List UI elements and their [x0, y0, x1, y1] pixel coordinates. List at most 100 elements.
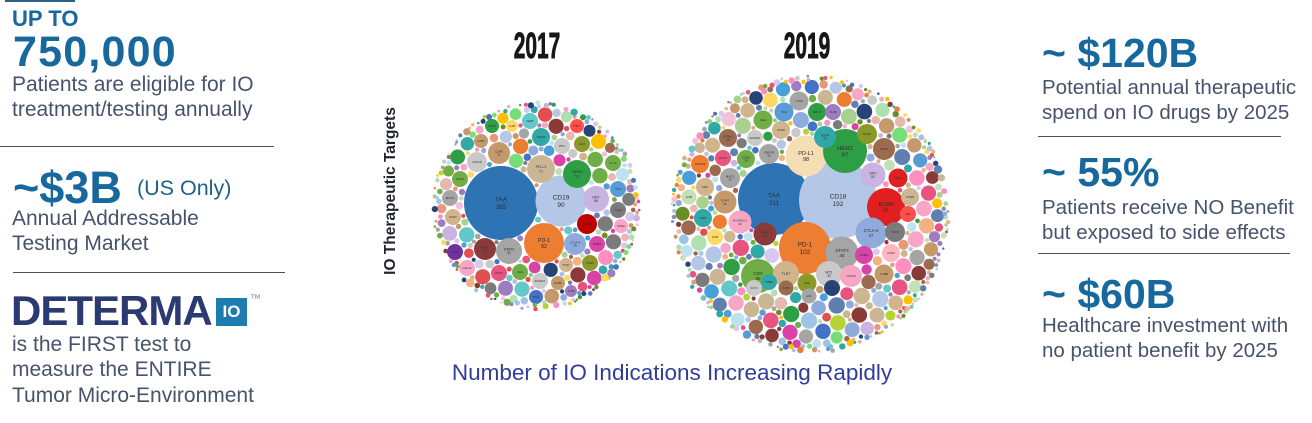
svg-text:IDO1: IDO1	[481, 245, 488, 249]
svg-text:CEA: CEA	[517, 270, 523, 274]
svg-text:CD38: CD38	[906, 195, 914, 199]
svg-text:CEA: CEA	[760, 118, 766, 122]
svg-text:GITR: GITR	[477, 139, 485, 143]
svg-text:CD19: CD19	[553, 195, 570, 202]
svg-text:265: 265	[496, 204, 507, 211]
svg-text:EGFR: EGFR	[821, 133, 830, 137]
svg-text:TLR: TLR	[781, 110, 788, 114]
svg-text:CD40: CD40	[495, 149, 503, 153]
svg-text:TERT: TERT	[526, 119, 534, 123]
svg-text:CD20: CD20	[456, 177, 464, 181]
svg-text:IFNAR1: IFNAR1	[750, 136, 761, 140]
svg-text:GBF1R: GBF1R	[764, 150, 775, 154]
svg-text:TLR9: TLR9	[567, 289, 575, 293]
svg-text:IDO1: IDO1	[761, 230, 769, 234]
svg-text:32: 32	[827, 274, 831, 278]
svg-text:TLR9: TLR9	[829, 110, 837, 114]
svg-text:PD-L1: PD-L1	[798, 151, 814, 157]
svg-text:TMB1: TMB1	[765, 280, 773, 284]
svg-text:IL-12: IL-12	[610, 161, 617, 165]
svg-text:WT1: WT1	[825, 270, 832, 274]
svg-text:CB2: CB2	[702, 185, 708, 189]
svg-text:NY-ESO-1: NY-ESO-1	[733, 218, 748, 222]
svg-text:HER2: HER2	[572, 170, 582, 174]
svg-text:IL2R: IL2R	[686, 195, 693, 199]
svg-text:31: 31	[497, 153, 501, 157]
svg-text:45: 45	[839, 253, 845, 258]
svg-text:BCMA: BCMA	[879, 202, 894, 208]
svg-text:CD3: CD3	[753, 271, 763, 276]
svg-text:MUC1: MUC1	[726, 174, 735, 178]
svg-text:34: 34	[728, 178, 732, 182]
svg-text:TAA: TAA	[495, 197, 508, 204]
svg-text:CD40: CD40	[863, 132, 871, 136]
svg-text:TMV: TMV	[829, 286, 835, 290]
svg-text:32: 32	[767, 154, 771, 158]
svg-text:CD47: CD47	[449, 215, 457, 219]
svg-text:71: 71	[539, 169, 543, 173]
svg-text:BCMA: BCMA	[583, 222, 592, 226]
svg-text:CTLA-4: CTLA-4	[570, 240, 581, 244]
svg-text:CD20: CD20	[742, 155, 750, 159]
svg-text:90: 90	[557, 202, 565, 209]
svg-text:CD18: CD18	[830, 194, 847, 201]
svg-text:211: 211	[769, 200, 780, 207]
svg-text:45: 45	[763, 234, 767, 238]
svg-text:TDO2: TDO2	[488, 124, 496, 128]
svg-text:192: 192	[833, 201, 844, 208]
svg-text:GITR: GITR	[782, 286, 790, 290]
svg-text:67: 67	[842, 152, 849, 158]
svg-text:CSF1R: CSF1R	[472, 160, 483, 164]
svg-text:86: 86	[594, 199, 598, 203]
svg-text:GPC3: GPC3	[813, 110, 822, 114]
svg-text:PSMA: PSMA	[593, 242, 602, 246]
svg-text:32: 32	[483, 249, 487, 253]
svg-text:PSMA: PSMA	[860, 253, 869, 257]
svg-text:92: 92	[541, 244, 547, 250]
svg-text:STAT3: STAT3	[835, 248, 849, 253]
svg-text:PSA: PSA	[533, 295, 539, 299]
svg-text:47: 47	[869, 233, 874, 238]
svg-text:STING: STING	[723, 134, 733, 138]
svg-text:FLT3: FLT3	[751, 286, 758, 290]
svg-text:GD2: GD2	[804, 281, 811, 285]
svg-text:42: 42	[723, 202, 727, 206]
svg-text:CD73: CD73	[719, 156, 727, 160]
svg-text:TIM-3: TIM-3	[894, 176, 902, 180]
svg-text:IL2R: IL2R	[712, 235, 719, 239]
svg-text:HPV: HPV	[870, 171, 878, 175]
svg-text:OX40: OX40	[586, 261, 594, 265]
svg-text:CD73: CD73	[495, 271, 503, 275]
svg-text:PD-L1: PD-L1	[536, 165, 547, 169]
svg-text:STAT3: STAT3	[504, 247, 514, 251]
svg-text:TERT: TERT	[699, 216, 707, 220]
svg-text:51: 51	[871, 175, 875, 179]
svg-text:EGFR: EGFR	[537, 135, 546, 139]
svg-text:TLR4: TLR4	[614, 208, 622, 212]
svg-text:4-1BB: 4-1BB	[880, 272, 888, 276]
svg-text:CD40: CD40	[777, 128, 785, 132]
svg-text:TLR: TLR	[615, 187, 622, 191]
svg-text:CXCR4: CXCR4	[695, 162, 706, 166]
svg-text:CD33: CD33	[880, 147, 888, 151]
svg-text:MUC1: MUC1	[446, 196, 455, 200]
svg-text:TLR3: TLR3	[451, 250, 459, 254]
svg-text:CD22: CD22	[617, 224, 625, 228]
svg-text:WT1: WT1	[559, 144, 566, 148]
svg-text:29: 29	[823, 137, 827, 141]
svg-text:TAA: TAA	[768, 193, 781, 200]
svg-text:81: 81	[883, 208, 889, 214]
svg-text:102: 102	[800, 249, 811, 256]
svg-text:PD-1: PD-1	[538, 238, 550, 244]
svg-text:TLR7: TLR7	[782, 272, 791, 276]
svg-text:HPV: HPV	[592, 195, 600, 199]
svg-text:LAG-3: LAG-3	[463, 266, 472, 270]
svg-text:TNF: TNF	[905, 212, 911, 216]
svg-text:CD22: CD22	[887, 251, 895, 255]
svg-text:TLR7: TLR7	[562, 263, 570, 267]
svg-text:95: 95	[755, 276, 761, 281]
svg-text:29: 29	[726, 138, 730, 142]
svg-text:PD-1: PD-1	[798, 242, 813, 249]
svg-text:31: 31	[507, 251, 511, 255]
svg-text:HER2: HER2	[837, 146, 853, 152]
